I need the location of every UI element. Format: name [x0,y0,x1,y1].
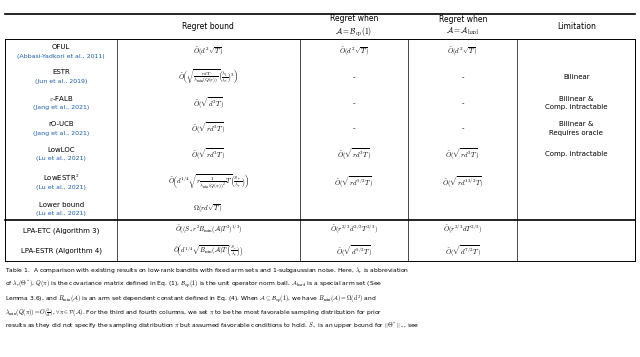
Text: $\Omega(rd\sqrt{T})$: $\Omega(rd\sqrt{T})$ [193,203,223,215]
Text: (Lu et al., 2021): (Lu et al., 2021) [36,185,86,190]
Text: Bilinear &: Bilinear & [559,121,593,127]
Text: Bilinear: Bilinear [563,74,589,80]
Text: (Abbasi-Yadkori et al., 2011): (Abbasi-Yadkori et al., 2011) [17,54,105,59]
Text: Lemma 3.6), and $B_{\min}(\mathcal{A})$ is an arm set dependent constant defined: Lemma 3.6), and $B_{\min}(\mathcal{A})$ … [5,293,377,305]
Text: Table 1.  A comparison with existing results on low-rank bandits with fixed arm : Table 1. A comparison with existing resu… [5,266,409,276]
Text: $\tilde{O}(r^{2/3}dT^{2/3})$: $\tilde{O}(r^{2/3}dT^{2/3})$ [443,224,483,236]
Text: $\tilde{O}(d^2\sqrt{T})$: $\tilde{O}(d^2\sqrt{T})$ [339,45,369,57]
Text: results as they did not specify the sampling distribution $\pi$ but assumed favo: results as they did not specify the samp… [5,320,419,330]
Text: $\tilde{O}(\sqrt{d^{7/2}T})$: $\tilde{O}(\sqrt{d^{7/2}T})$ [445,243,481,259]
Text: $\tilde{O}(r^{2/3}d^{2/3}T^{2/3})$: $\tilde{O}(r^{2/3}d^{2/3}T^{2/3})$ [330,224,378,236]
Text: rO-UCB: rO-UCB [48,121,74,127]
Text: $\tilde{O}(\sqrt{d^3T})$: $\tilde{O}(\sqrt{d^3T})$ [193,95,224,111]
Text: $\tilde{O}\!\left(d^{1/4}\sqrt{r\frac{1}{\lambda_{\min}(Q(\pi))^2}T}\left(\frac{: $\tilde{O}\!\left(d^{1/4}\sqrt{r\frac{1}… [168,173,249,192]
Text: ESTR: ESTR [52,70,70,75]
Text: Requires oracle: Requires oracle [549,130,604,136]
Text: $\tilde{O}(\sqrt{d^{5/2}T})$: $\tilde{O}(\sqrt{d^{5/2}T})$ [336,243,372,259]
Text: -: - [461,100,464,106]
Text: -: - [353,74,355,80]
Text: $\lambda_{\min}(Q(\pi)) = O(\frac{1}{d})$, $\forall \pi \in \mathcal{P}(\mathcal: $\lambda_{\min}(Q(\pi)) = O(\frac{1}{d})… [5,306,383,319]
Text: Comp. intractable: Comp. intractable [545,151,607,157]
Text: Lower bound: Lower bound [38,202,84,207]
Text: $\tilde{O}(d^2\sqrt{T})$: $\tilde{O}(d^2\sqrt{T})$ [447,45,478,57]
Text: (Jang et al., 2021): (Jang et al., 2021) [33,105,89,110]
Text: -: - [461,126,464,131]
Text: $\tilde{O}(\sqrt{rd^3T})$: $\tilde{O}(\sqrt{rd^3T})$ [445,146,480,162]
Text: $\tilde{O}(\sqrt{rd^3T})$: $\tilde{O}(\sqrt{rd^3T})$ [337,146,371,162]
Text: LPA-ESTR (Algorithm 4): LPA-ESTR (Algorithm 4) [20,248,102,254]
Text: OFUL: OFUL [52,44,70,50]
Text: LowLOC: LowLOC [47,147,75,152]
Text: -: - [353,126,355,131]
Text: (Jang et al., 2021): (Jang et al., 2021) [33,131,89,136]
Text: $\tilde{O}(\sqrt{rd^{13/2}T})$: $\tilde{O}(\sqrt{rd^{13/2}T})$ [442,175,484,191]
Text: $\tilde{O}(\sqrt{rd^3T})$: $\tilde{O}(\sqrt{rd^3T})$ [191,121,226,136]
Text: $\tilde{O}(d^2\sqrt{T})$: $\tilde{O}(d^2\sqrt{T})$ [193,45,223,57]
Text: $\tilde{O}\!\left(d^{1/4}\sqrt{B_{\min}(\mathcal{A})T}\left(\frac{S_*}{\lambda_r: $\tilde{O}\!\left(d^{1/4}\sqrt{B_{\min}(… [173,243,244,258]
Text: Regret when
$\mathcal{A} = \mathcal{B}_{\mathrm{op}}(1)$: Regret when $\mathcal{A} = \mathcal{B}_{… [330,14,378,38]
Text: -: - [461,74,464,80]
Text: Regret when
$\mathcal{A} = \mathcal{A}_{\mathrm{hard}}$: Regret when $\mathcal{A} = \mathcal{A}_{… [438,15,487,37]
Text: Limitation: Limitation [557,21,596,31]
Text: Regret bound: Regret bound [182,21,234,31]
Text: Comp. intractable: Comp. intractable [545,104,607,110]
Text: of $\lambda_r(\Theta^*)$, $Q(\pi)$ is the covariance matrix defined in Eq. (1), : of $\lambda_r(\Theta^*)$, $Q(\pi)$ is th… [5,279,382,290]
Text: $\tilde{O}(\sqrt{rd^3T})$: $\tilde{O}(\sqrt{rd^3T})$ [191,146,226,162]
Text: (Lu et al., 2021): (Lu et al., 2021) [36,211,86,216]
Text: $\tilde{O}(\sqrt{rd^{5/2}T})$: $\tilde{O}(\sqrt{rd^{5/2}T})$ [334,175,374,191]
Text: LowESTR$^2$: LowESTR$^2$ [43,173,79,183]
Text: $\varepsilon$-FALB: $\varepsilon$-FALB [49,94,74,103]
Text: LPA-ETC (Algorithm 3): LPA-ETC (Algorithm 3) [23,227,99,233]
Text: Bilinear &: Bilinear & [559,96,593,101]
Text: -: - [353,100,355,106]
Text: (Jun et al., 2019): (Jun et al., 2019) [35,79,87,84]
Text: $\tilde{O}((S_* r^2 B_{\min}(\mathcal{A})T^2)^{1/3})$: $\tilde{O}((S_* r^2 B_{\min}(\mathcal{A}… [175,224,242,236]
Text: (Lu et al., 2021): (Lu et al., 2021) [36,156,86,161]
Text: $\tilde{O}\!\left(\sqrt{\frac{rdT}{\lambda_{\min}(Q(\pi))}}\left(\frac{\lambda_1: $\tilde{O}\!\left(\sqrt{\frac{rdT}{\lamb… [178,68,239,86]
